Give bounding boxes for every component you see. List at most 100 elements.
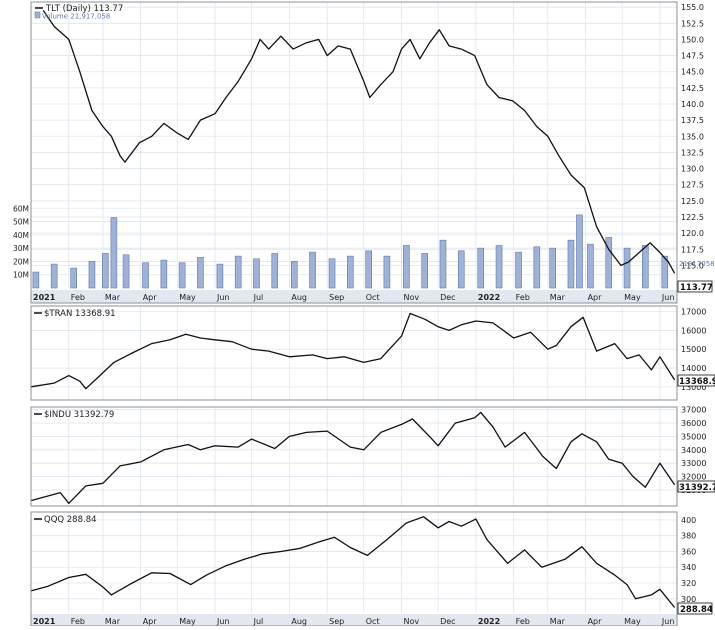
- date-tick-label: 2021: [33, 293, 56, 302]
- volume-tick-label: 60M: [13, 204, 29, 213]
- volume-bar: [365, 250, 372, 289]
- tlt-legend-label: TLT (Daily) 113.77: [45, 4, 123, 14]
- tran-legend-label: $TRAN 13368.91: [44, 309, 116, 319]
- volume-bar: [110, 217, 118, 289]
- date-tick-label: Jun: [661, 293, 675, 302]
- tlt-tick-label: 125.0: [681, 197, 704, 206]
- tlt-tick-label: 120.0: [681, 229, 704, 238]
- date-axis-band-bottom: [31, 614, 677, 626]
- volume-bar: [383, 255, 391, 289]
- tlt-tick-label: 137.5: [681, 116, 704, 125]
- date-tick-label: Mar: [550, 293, 566, 302]
- date-tick-label: 2022: [478, 293, 500, 302]
- volume-tick-label: 20M: [13, 257, 29, 266]
- tlt-tick-label: 130.0: [681, 165, 704, 174]
- indu-legend: $INDU 31392.79: [34, 410, 114, 420]
- qqq-line: [30, 516, 676, 608]
- volume-bar: [421, 253, 428, 289]
- tlt-price-line: [42, 10, 676, 274]
- volume-last-label: 21917058: [679, 260, 715, 268]
- tlt-tick-label: 127.5: [681, 181, 704, 190]
- volume-bar: [495, 245, 503, 289]
- volume-bar: [328, 258, 336, 289]
- tran-tick-label: 15000: [681, 345, 706, 354]
- date-tick-label: Mar: [105, 617, 121, 626]
- indu-last-value: 31392.79: [677, 480, 715, 493]
- volume-bar: [623, 247, 631, 289]
- volume-legend: Volume 21,917,058: [34, 11, 110, 21]
- indu-tick-label: 37000: [681, 406, 706, 415]
- tlt-tick-label: 140.0: [681, 100, 704, 109]
- tlt-tick-label: 147.5: [681, 52, 704, 61]
- volume-bar: [457, 250, 465, 289]
- volume-bar: [576, 214, 583, 289]
- date-tick-label: Feb: [71, 293, 85, 302]
- date-tick-label: Apr: [588, 293, 603, 302]
- qqq-tick-label: 360: [681, 547, 696, 556]
- tran-tick-label: 17000: [681, 308, 706, 317]
- volume-bar: [102, 253, 109, 289]
- tlt-tick-label: 132.5: [681, 148, 704, 157]
- date-tick-label: Jul: [253, 293, 264, 302]
- date-axis-band-top: [31, 290, 677, 303]
- volume-bar: [50, 263, 58, 289]
- date-tick-label: Feb: [516, 617, 530, 626]
- qqq-tick-label: 380: [681, 532, 696, 541]
- indu-tick-label: 34000: [681, 446, 706, 455]
- tran-panel-frame: [30, 305, 678, 401]
- tran-tick-label: 13000: [681, 383, 706, 392]
- qqq-tick-label: 400: [681, 516, 696, 525]
- date-tick-label: Aug: [291, 293, 307, 302]
- volume-bar: [587, 243, 594, 289]
- tran-tick-label: 16000: [681, 326, 706, 335]
- indu-panel-frame: [30, 406, 678, 507]
- volume-bar: [439, 239, 447, 289]
- volume-legend-swatch: [34, 11, 41, 19]
- qqq-last-value: 288.84: [677, 602, 713, 615]
- volume-bar: [160, 259, 168, 289]
- tlt-tick-label: 122.5: [681, 213, 704, 222]
- date-tick-label: Oct: [366, 617, 380, 626]
- tlt-tick-label: 150.0: [681, 35, 704, 44]
- tlt-tick-label: 117.5: [681, 245, 704, 254]
- qqq-tick-label: 340: [681, 563, 696, 572]
- qqq-last-label: 288.84: [680, 605, 713, 615]
- volume-bar: [661, 255, 669, 289]
- volume-bar: [403, 245, 410, 289]
- tran-line: [30, 312, 676, 390]
- date-tick-label: Dec: [440, 617, 455, 626]
- date-tick-label: Jun: [216, 293, 230, 302]
- volume-tick-label: 50M: [13, 218, 29, 227]
- date-tick-label: May: [624, 617, 641, 626]
- date-tick-label: Nov: [404, 617, 420, 626]
- volume-tick-label: 40M: [13, 231, 29, 240]
- date-tick-label: Sep: [329, 293, 344, 302]
- date-tick-label: Feb: [516, 293, 530, 302]
- tlt-tick-label: 135.0: [681, 132, 704, 141]
- volume-bar: [549, 247, 556, 289]
- volume-bar: [70, 267, 77, 289]
- date-tick-label: May: [179, 617, 196, 626]
- indu-tick-label: 32000: [681, 473, 706, 482]
- date-tick-label: Jun: [216, 617, 230, 626]
- tlt-last-label: 113.77: [680, 283, 713, 293]
- date-tick-label: 2021: [33, 617, 56, 626]
- date-tick-label: Mar: [105, 293, 121, 302]
- tlt-panel-frame: [30, 1, 678, 304]
- tlt-last-value: 113.77: [677, 280, 713, 293]
- volume-bar: [88, 261, 96, 289]
- date-tick-label: Aug: [291, 617, 307, 626]
- qqq-legend: QQQ 288.84: [34, 515, 97, 525]
- volume-bar: [32, 271, 40, 289]
- tran-legend: $TRAN 13368.91: [34, 309, 116, 319]
- date-tick-label: Mar: [550, 617, 566, 626]
- tlt-tick-label: 155.0: [681, 3, 704, 12]
- tran-last-label: 13368.91: [679, 377, 715, 387]
- volume-bar: [216, 263, 224, 289]
- volume-tick-label: 10M: [13, 271, 29, 280]
- date-tick-label: Apr: [143, 293, 158, 302]
- volume-bar: [290, 261, 298, 289]
- indu-tick-label: 36000: [681, 419, 706, 428]
- indu-legend-label: $INDU 31392.79: [44, 410, 114, 420]
